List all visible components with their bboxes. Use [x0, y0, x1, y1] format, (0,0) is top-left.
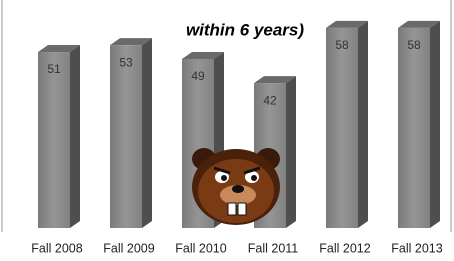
chart-title: within 6 years)	[186, 20, 304, 39]
x-tick-label: Fall 2010	[175, 241, 226, 255]
value-label: 58	[407, 38, 421, 52]
x-tick-label: Fall 2012	[319, 241, 370, 255]
x-tick-label: Fall 2008	[31, 241, 82, 255]
bar	[110, 45, 142, 228]
x-tick-label: Fall 2011	[248, 241, 299, 255]
bar-side	[286, 76, 296, 228]
chart: within 6 years) 51 53 49 42 58 58 Fall 2008 Fa…	[0, 0, 454, 261]
value-label: 51	[47, 62, 61, 76]
bar-side	[70, 45, 80, 228]
value-label: 58	[335, 38, 349, 52]
value-label: 49	[191, 69, 205, 83]
bar	[38, 52, 70, 228]
x-tick-label: Fall 2013	[391, 241, 442, 255]
bar	[326, 28, 358, 228]
bar-side	[430, 21, 440, 228]
bar-side	[142, 38, 152, 228]
bar	[398, 28, 430, 228]
value-label: 42	[263, 93, 277, 107]
beaver-mascot	[192, 148, 280, 225]
value-label: 53	[119, 55, 133, 69]
bar-side	[358, 21, 368, 228]
x-tick-label: Fall 2009	[103, 241, 154, 255]
